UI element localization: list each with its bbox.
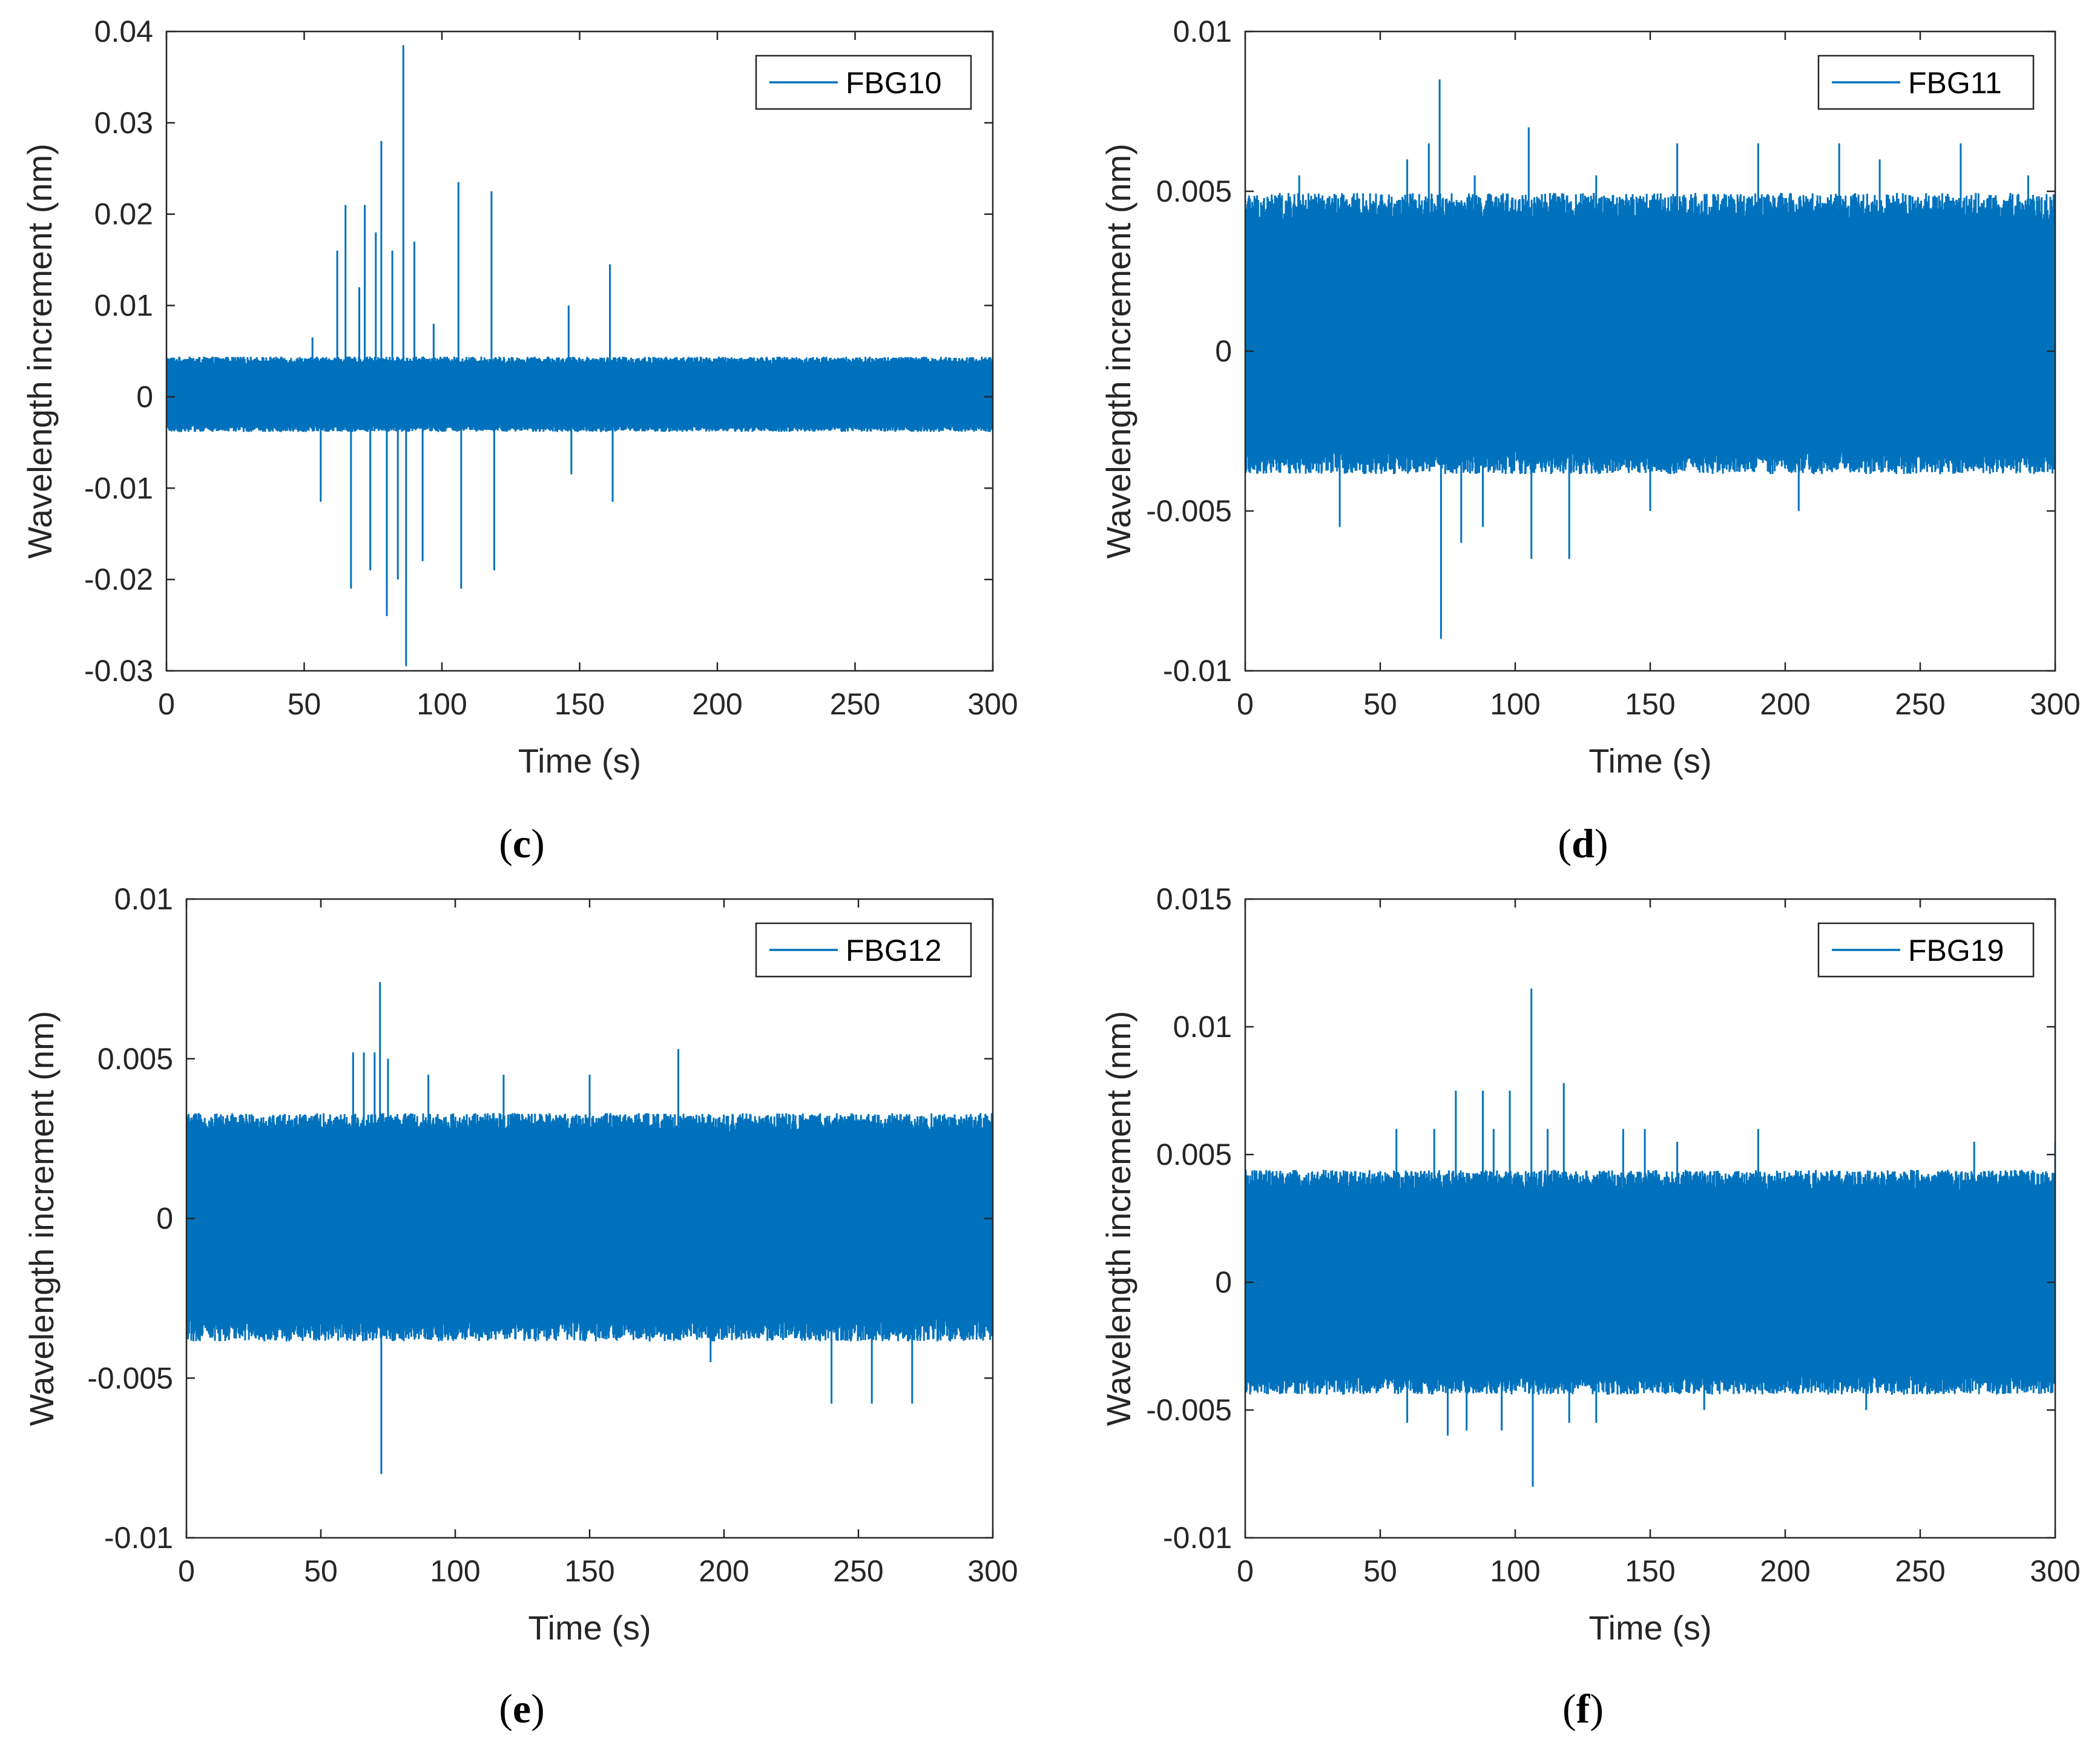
- signal-series-FBG10: [166, 45, 993, 667]
- x-tick-label: 300: [2030, 1554, 2080, 1588]
- y-tick-label: 0: [1215, 334, 1232, 368]
- y-tick-label: -0.02: [84, 562, 153, 596]
- x-axis-label: Time (s): [1588, 1609, 1711, 1647]
- y-tick-label: -0.01: [84, 471, 153, 505]
- y-tick-label: 0.01: [94, 289, 153, 323]
- x-tick-label: 50: [304, 1554, 338, 1588]
- legend: FBG11: [1817, 54, 2035, 110]
- x-tick-label: 0: [158, 687, 175, 721]
- y-tick-label: -0.005: [1146, 494, 1232, 528]
- y-tick-label: -0.005: [87, 1361, 173, 1395]
- x-tick-label: 300: [967, 687, 1018, 721]
- x-tick-label: 300: [2030, 687, 2080, 721]
- signal-core: [1245, 1205, 2055, 1359]
- panel-d: 0 50 100 150 200 250 300 -0.01 -0.005 0 0.005 0.01 T…: [1099, 15, 2081, 866]
- panel-label: (d): [1558, 820, 1608, 866]
- y-tick-label: 0.005: [1156, 174, 1232, 208]
- x-tick-label: 100: [1490, 1554, 1540, 1588]
- y-tick-label: -0.01: [1163, 1521, 1232, 1555]
- x-tick-label: 100: [430, 1554, 480, 1588]
- x-tick-label: 100: [416, 687, 467, 721]
- x-tick-label: 100: [1490, 687, 1540, 721]
- y-axis-label: Wavelength increment (nm): [1099, 143, 1137, 559]
- signal-core: [166, 369, 993, 421]
- x-tick-label: 50: [1363, 1554, 1397, 1588]
- legend: FBG12: [755, 922, 972, 978]
- x-tick-label: 0: [1237, 1554, 1254, 1588]
- x-tick-label: 150: [1625, 1554, 1675, 1588]
- x-tick-label: 50: [288, 687, 321, 721]
- y-tick-label: 0.015: [1156, 882, 1232, 916]
- x-tick-label: 250: [1895, 687, 1945, 721]
- y-axis-label: Wavelength increment (nm): [1099, 1011, 1137, 1426]
- y-tick-label: 0.01: [1173, 15, 1232, 48]
- x-tick-label: 250: [1895, 1554, 1945, 1588]
- x-tick-label: 250: [833, 1554, 883, 1588]
- x-tick-label: 200: [1760, 1554, 1810, 1588]
- y-tick-label: 0.01: [114, 882, 173, 916]
- x-tick-label: 250: [830, 687, 880, 721]
- y-tick-label: 0.005: [97, 1042, 173, 1076]
- y-tick-label: -0.01: [1163, 654, 1232, 688]
- x-tick-label: 150: [1625, 687, 1675, 721]
- panel-e: 0 50 100 150 200 250 300 -0.01 -0.005 0 0.005 0.01 T…: [22, 882, 1018, 1732]
- y-axis-label: Wavelength increment (nm): [21, 143, 59, 559]
- y-tick-label: -0.03: [84, 654, 153, 688]
- panel-c: 0 50 100 150 200 250 300 -0.03 -0.02 -0.01 0 0.01 0.…: [21, 15, 1018, 866]
- y-tick-label: 0.005: [1156, 1138, 1232, 1172]
- y-tick-label: 0: [156, 1202, 173, 1236]
- x-tick-label: 50: [1363, 687, 1397, 721]
- legend-entry: FBG10: [846, 66, 941, 100]
- y-tick-label: 0.02: [94, 197, 153, 231]
- legend: FBG19: [1817, 922, 2035, 978]
- y-tick-label: 0: [1215, 1265, 1232, 1299]
- plot-area: [166, 31, 993, 671]
- legend-entry: FBG12: [846, 934, 941, 967]
- y-axis-label: Wavelength increment (nm): [22, 1011, 61, 1426]
- y-tick-label: 0: [136, 380, 153, 414]
- x-axis-label: Time (s): [1588, 742, 1711, 780]
- panel-f: 0 50 100 150 200 250 300 -0.01 -0.005 0 0.005 0.01 0…: [1099, 882, 2081, 1732]
- x-tick-label: 0: [1237, 687, 1254, 721]
- y-tick-label: -0.005: [1146, 1393, 1232, 1427]
- y-tick-label: -0.01: [104, 1521, 173, 1555]
- signal-series-FBG19: [1245, 988, 2055, 1487]
- x-tick-label: 0: [178, 1554, 195, 1588]
- x-tick-label: 200: [1760, 687, 1810, 721]
- panel-label: (c): [499, 820, 545, 866]
- y-tick-label: 0.03: [94, 106, 153, 140]
- legend-entry: FBG19: [1908, 934, 2004, 967]
- panel-label: (f): [1562, 1686, 1604, 1732]
- x-tick-label: 150: [555, 687, 605, 721]
- y-tick-label: 0.01: [1173, 1010, 1232, 1044]
- y-tick-label: 0.04: [94, 15, 153, 48]
- x-axis-label: Time (s): [528, 1609, 651, 1647]
- signal-series-FBG12: [186, 982, 993, 1474]
- legend: FBG10: [755, 54, 972, 110]
- x-tick-label: 150: [564, 1554, 614, 1588]
- x-tick-label: 200: [692, 687, 742, 721]
- x-tick-label: 200: [699, 1554, 749, 1588]
- legend-entry: FBG11: [1908, 66, 2002, 100]
- signal-series-FBG11: [1245, 79, 2055, 639]
- panel-label: (e): [499, 1686, 545, 1732]
- x-tick-label: 300: [967, 1554, 1018, 1588]
- x-axis-label: Time (s): [518, 742, 641, 780]
